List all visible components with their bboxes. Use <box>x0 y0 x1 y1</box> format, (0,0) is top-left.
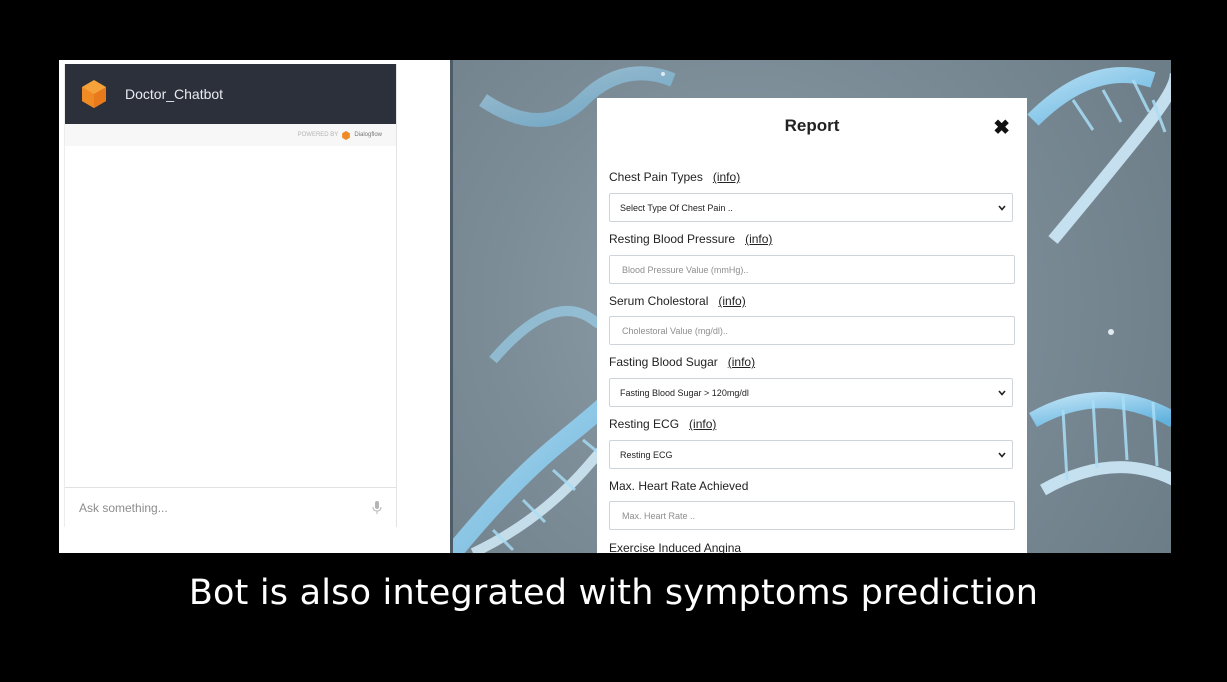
resting-ecg-label-text: Resting ECG <box>609 417 680 431</box>
cholesterol-input[interactable] <box>620 324 1008 337</box>
chat-messages-area <box>65 146 396 487</box>
resting-ecg-info-link[interactable]: (info) <box>689 417 717 431</box>
dialogflow-logo-icon <box>82 80 106 108</box>
slide-caption: Bot is also integrated with symptoms pre… <box>188 573 1039 613</box>
cholesterol-label: Serum Cholestoral (info) <box>609 294 746 308</box>
max-heart-rate-field <box>609 501 1015 530</box>
max-heart-rate-label: Max. Heart Rate Achieved <box>609 479 748 493</box>
powered-by-brand: Dialogflow <box>354 132 382 138</box>
fasting-sugar-selected-value: Fasting Blood Sugar > 120mg/dl <box>620 387 749 398</box>
resting-bp-info-link[interactable]: (info) <box>745 232 773 246</box>
powered-by-bar: POWERED BY Dialogflow <box>65 124 396 146</box>
chest-pain-info-link[interactable]: (info) <box>712 170 741 184</box>
dialogflow-small-icon <box>342 130 351 140</box>
chest-pain-select[interactable]: Select Type Of Chest Pain .. <box>609 193 1013 222</box>
resting-ecg-label: Resting ECG (info) <box>609 417 716 431</box>
screenshot-frame: Doctor_Chatbot POWERED BY Dialogflow <box>59 60 1171 553</box>
fasting-sugar-info-link[interactable]: (info) <box>727 355 756 369</box>
resting-ecg-select[interactable]: Resting ECG <box>609 440 1013 469</box>
chevron-down-icon <box>998 451 1006 458</box>
chat-input-bar <box>65 487 396 527</box>
cholesterol-info-link[interactable]: (info) <box>718 294 746 308</box>
close-icon[interactable]: ✖ <box>993 117 1010 139</box>
max-heart-rate-label-text: Max. Heart Rate Achieved <box>609 479 749 493</box>
max-heart-rate-input[interactable] <box>620 509 1008 522</box>
exercise-angina-label: Exercise Induced Angina <box>609 541 741 553</box>
resting-bp-label: Resting Blood Pressure (info) <box>609 232 772 246</box>
resting-ecg-selected-value: Resting ECG <box>620 449 673 460</box>
exercise-angina-label-text: Exercise Induced Angina <box>609 541 742 553</box>
resting-bp-field <box>609 255 1015 284</box>
microphone-icon[interactable] <box>372 500 382 515</box>
chatbot-panel: Doctor_Chatbot POWERED BY Dialogflow <box>64 64 397 527</box>
fasting-sugar-label-text: Fasting Blood Sugar <box>609 355 718 369</box>
fasting-sugar-select[interactable]: Fasting Blood Sugar > 120mg/dl <box>609 378 1013 407</box>
chatbot-title: Doctor_Chatbot <box>125 86 224 102</box>
chatbot-header: Doctor_Chatbot <box>65 64 396 124</box>
chest-pain-label-text: Chest Pain Types <box>609 170 703 184</box>
resting-bp-label-text: Resting Blood Pressure <box>609 232 736 246</box>
cholesterol-label-text: Serum Cholestoral <box>609 294 709 308</box>
report-modal: Report ✖ Chest Pain Types (info) Select T… <box>597 98 1027 553</box>
cholesterol-field <box>609 316 1015 345</box>
chevron-down-icon <box>998 204 1006 211</box>
fasting-sugar-label: Fasting Blood Sugar (info) <box>609 355 755 369</box>
powered-by-label: POWERED BY <box>297 132 339 138</box>
report-title: Report <box>784 116 840 135</box>
chat-message-input[interactable] <box>77 499 372 516</box>
chevron-down-icon <box>998 389 1006 396</box>
chest-pain-label: Chest Pain Types (info) <box>609 170 740 184</box>
resting-bp-input[interactable] <box>620 263 1008 276</box>
chest-pain-selected-value: Select Type Of Chest Pain .. <box>620 202 733 213</box>
